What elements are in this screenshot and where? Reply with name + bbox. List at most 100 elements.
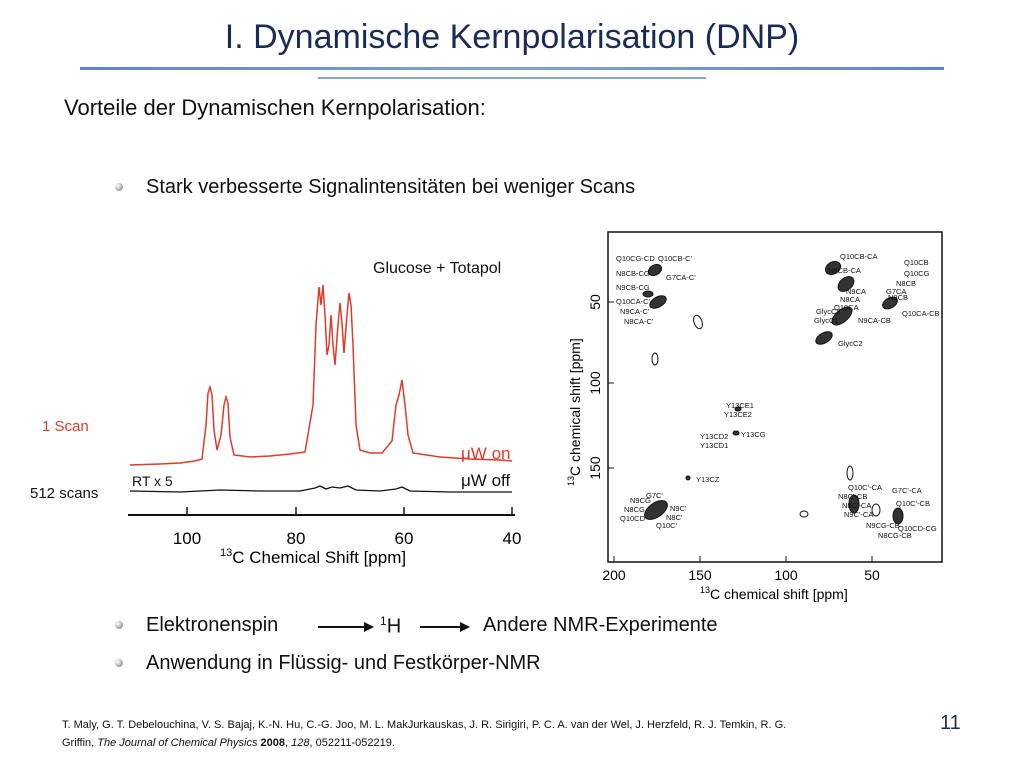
peak-label: N8C' [666,513,683,522]
peak-label: Y13CD1 [700,441,728,450]
x-axis-title: 13C chemical shift [ppm] [700,585,848,602]
arrow-right-icon [420,622,470,632]
subheading: Vorteile der Dynamischen Kernpolarisatio… [64,95,486,120]
peak-label: GlycC1 [814,316,839,325]
uw-on-trace [129,284,513,466]
plot-frame [607,231,943,563]
peak-contour [831,306,853,326]
y-tick-label: 150 [587,456,603,480]
peak-label: N8CG [624,505,645,514]
other-nmr-text: Andere NMR-Experimente [483,614,718,636]
peak-label: N8C'-CB [838,492,867,501]
electron-spin-text: Elektronenspin [146,614,279,636]
title-underline [80,67,944,70]
peak-label: G7C'-CA [892,486,922,495]
peak-label: Y13CD2 [700,432,728,441]
uw-on-label: μW on [461,444,510,463]
peak-label: Q10CD-CG [898,524,937,533]
peak-label: Q10C' [656,521,678,530]
peak-label: N8CB-CA [828,266,861,275]
sample-label: Glucose + Totapol [373,260,501,277]
x-tick-label: 50 [864,567,880,583]
peak-label: N9CG [630,496,651,505]
rt-label: RT x 5 [132,473,173,489]
peak-contour [837,276,855,292]
peak-label: N9CA [846,287,866,296]
bullet-icon [115,621,123,629]
peak-label: Q10CD [620,514,646,523]
peak-contour [824,260,842,276]
peak-label: N9C'-CA [844,510,873,519]
peak-label: G7CA [886,287,906,296]
x-tick-label: 100 [173,529,201,548]
peak-contour [649,295,667,309]
peak-contour [732,430,740,436]
peak-contour [651,352,659,366]
peak-label: N9CB [888,293,908,302]
slide-title: I. Dynamische Kernpolarisation (DNP) [224,18,800,56]
x-tick-label: 60 [395,529,414,548]
uw-off-trace [129,485,512,493]
citation-line: Griffin, The Journal of Chemical Physics… [62,737,395,749]
x-axis-title: 13C Chemical Shift [ppm] [220,547,406,567]
peak-label: Q10CA-C' [616,297,651,306]
citation: T. Maly, G. T. Debelouchina, V. S. Bajaj… [62,716,902,752]
title-underline-secondary [318,77,706,79]
peak-label: Q10CG-CD [616,254,655,263]
peak-label: Q10CB-C' [658,254,693,263]
peak-label: N8CA [840,295,860,304]
bullet-icon [115,659,123,667]
peak-contour [846,465,854,481]
peak-contour [882,296,898,310]
x-tick-label: 150 [688,567,712,583]
peak-label: Y13CE1 [726,401,754,410]
bullet-icon [115,183,123,191]
peak-label: Q10CA [834,303,859,312]
peak-contour [647,263,663,277]
peak-contour [815,331,833,345]
peak-label: G7CA-C' [666,273,696,282]
peak-label: Q10CA-CB [902,309,940,318]
peak-label: Y13CZ [696,475,720,484]
peak-label: N8CB-CG [616,269,650,278]
peak-label: N8CA-C' [624,317,654,326]
y-tick-label: 100 [587,371,603,395]
peak-contour [799,510,809,518]
one-scan-label: 1 Scan [42,418,89,435]
peak-label: N9CB-CG [616,283,650,292]
peak-label: Q10C'-CB [896,499,930,508]
x-tick-label: 80 [287,529,306,548]
peak-label: Q10C'-CA [848,483,882,492]
y-axis-title: 13C chemical shift [ppm] [566,338,583,486]
dnp-2d-spectrum: 200 150 100 50 13C chemical shift [ppm] … [566,231,943,602]
peak-label: Y13CG [741,430,766,439]
peak-label: N8CG-CB [878,531,912,540]
peak-contour [685,475,691,481]
y-tick-label: 50 [587,294,603,310]
peak-label: N9CA-CB [858,316,891,325]
arrow-right-icon [318,622,374,632]
peak-label: G7C' [646,491,663,500]
peak-contour [642,290,654,298]
peak-contour [848,494,860,514]
peak-label: Q10CG [904,269,930,278]
peak-contour [734,406,742,412]
bullet-signal-intensity: Stark verbesserte Signalintensitäten bei… [146,176,636,198]
peak-label: N8C'-CA [842,501,871,510]
x-tick-label: 100 [774,567,798,583]
peak-label: GlycC3 [816,307,841,316]
peak-label: N9C' [670,504,687,513]
dnp-1d-spectrum: Glucose + Totapol μW on RT x 5 μW off 10… [128,260,522,567]
peak-annotations: Q10CG-CD Q10CB-C' N8CB-CG G7CA-C' N9CB-C… [616,252,940,540]
page-number: 11 [940,712,961,734]
x-tick-label: 40 [503,529,522,548]
peak-label: Q10CB [904,258,929,267]
peak-contour [693,314,703,330]
proton-text: 1H [380,614,402,638]
peak-label: Q10CB-CA [840,252,878,261]
peak-contour [644,500,668,520]
cross-peaks [642,260,904,525]
bullet-applications: Anwendung in Flüssig- und Festkörper-NMR [146,652,541,674]
peak-contour [892,507,904,525]
peak-label: N9CA-C' [620,307,650,316]
